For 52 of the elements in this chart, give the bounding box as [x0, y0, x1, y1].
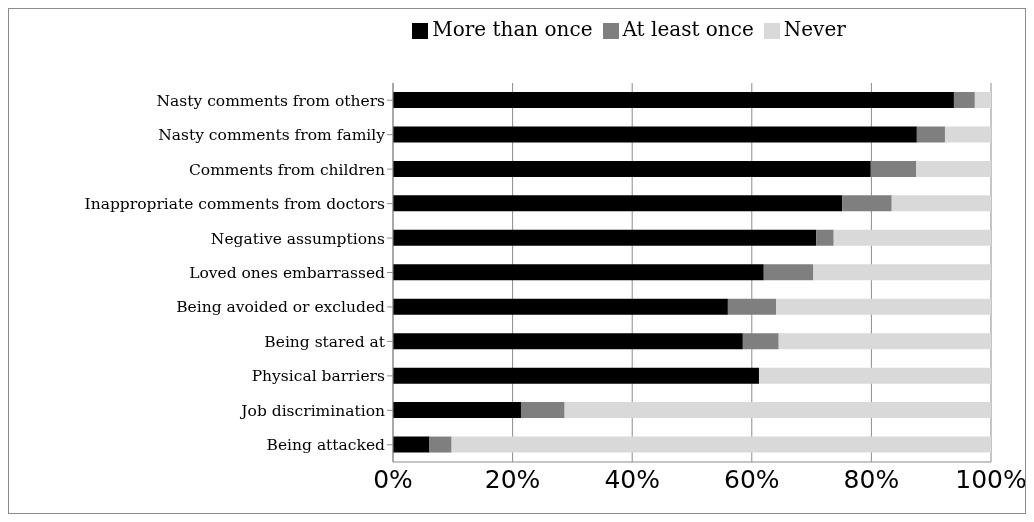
bar [393, 436, 430, 453]
legend-label: Never [783, 17, 846, 41]
bar [778, 333, 991, 350]
bar [393, 402, 521, 419]
bar [916, 160, 991, 177]
x-tick-label: 80% [843, 464, 900, 494]
bar [816, 229, 834, 246]
bar [833, 229, 991, 246]
bar [953, 92, 975, 108]
bar [813, 264, 991, 281]
bar [564, 402, 991, 419]
bar [916, 126, 945, 143]
legend-label: More than once [432, 17, 593, 41]
bar [429, 436, 452, 453]
bar [393, 333, 743, 350]
bar [944, 126, 991, 143]
y-tick-label: Physical barriers [251, 367, 386, 386]
bar [393, 367, 759, 384]
bar [451, 436, 991, 453]
y-tick-label: Inappropriate comments from doctors [84, 195, 386, 214]
bar [763, 264, 814, 281]
x-tick-label: 0% [373, 464, 413, 494]
y-tick-label: Being avoided or excluded [176, 298, 386, 317]
y-tick-label: Loved ones embarrassed [189, 264, 386, 282]
y-tick-label: Job discrimination [239, 401, 386, 420]
bar [742, 333, 779, 350]
bar [393, 264, 764, 281]
bar [842, 195, 892, 212]
x-tick-label: 40% [604, 464, 660, 494]
bar [520, 402, 565, 419]
bar [891, 195, 991, 212]
bar [393, 195, 843, 212]
y-tick-label: Negative assumptions [210, 229, 386, 248]
x-tick-label: 20% [484, 464, 541, 494]
bar [974, 92, 991, 108]
bar [758, 367, 991, 384]
y-tick-label: Comments from children [188, 160, 386, 179]
bar [393, 92, 954, 108]
y-tick-label: Nasty comments from others [156, 91, 386, 110]
legend-label: At least once [622, 17, 754, 41]
y-tick-label: Nasty comments from family [158, 126, 386, 145]
bar [393, 126, 917, 143]
bar [393, 298, 728, 315]
bar [776, 298, 991, 315]
bar [727, 298, 777, 315]
x-tick-label: 60% [724, 464, 780, 494]
y-tick-label: Being attacked [266, 436, 386, 455]
x-tick-label: 100% [955, 464, 1027, 494]
bar [870, 160, 917, 177]
y-tick-label: Being stared at [264, 332, 386, 351]
bar [393, 160, 871, 177]
bar [393, 229, 817, 246]
